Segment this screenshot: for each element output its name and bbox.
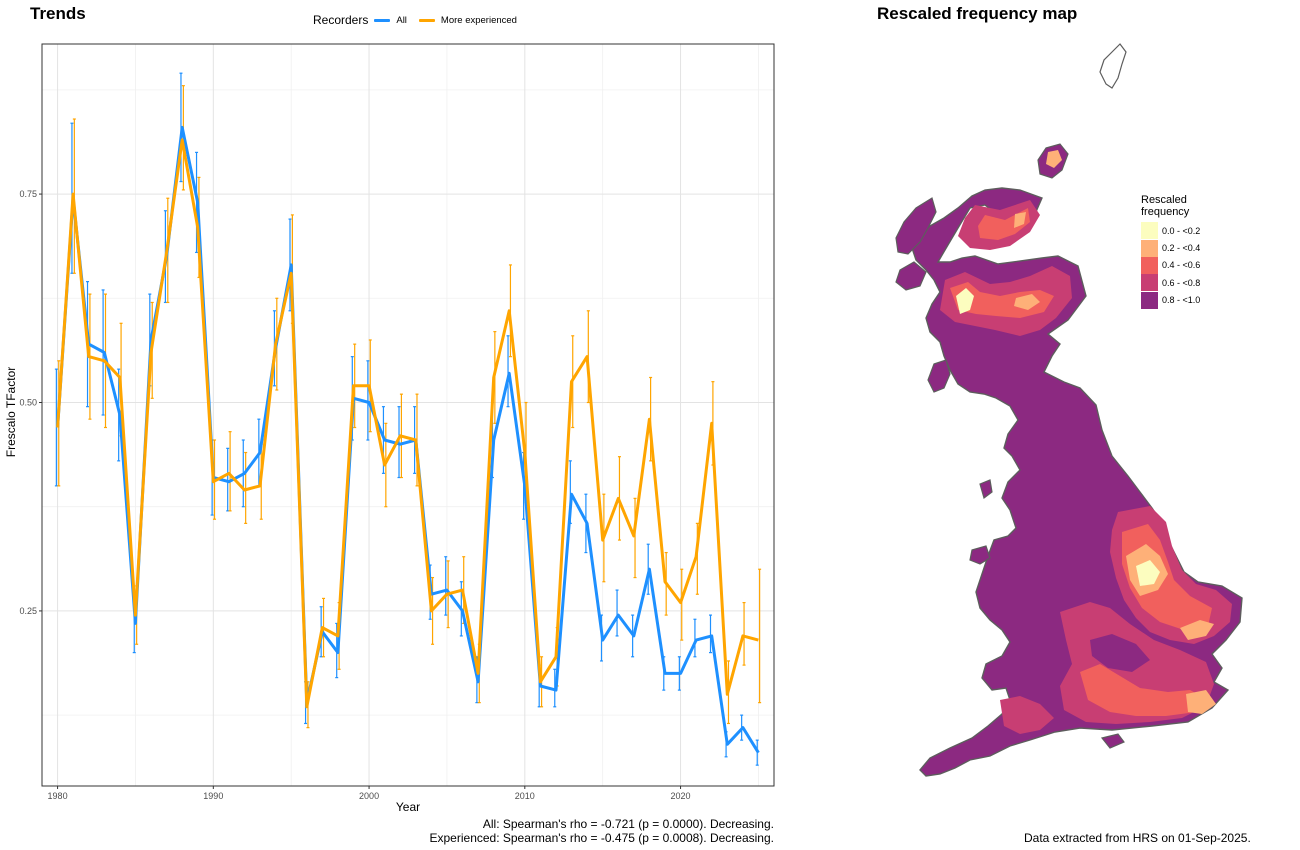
map-shetland [1099, 43, 1127, 89]
map-zone-south-east-warm [1186, 690, 1216, 714]
y-axis-label: Frescalo TFactor [4, 367, 18, 457]
x-tick-label: 1980 [48, 791, 68, 801]
x-axis-label: Year [396, 800, 420, 814]
x-tick-label: 2020 [671, 791, 691, 801]
map-zone-east-anglia-peak [1136, 560, 1160, 586]
series-line-all [56, 125, 760, 754]
map-legend-label: 0.8 - <1.0 [1162, 295, 1201, 306]
map-legend: Rescaled frequency 0.0 - <0.2 0.2 - <0.4… [1141, 194, 1200, 309]
map-zone-grampian-pale2 [1014, 294, 1040, 310]
series-line-experienced [56, 138, 759, 709]
map-zone-northwest-peak [1014, 212, 1026, 228]
map-legend-title-line2: frequency [1141, 206, 1190, 218]
map-legend-label: 0.0 - <0.2 [1162, 225, 1201, 236]
panel-border [41, 43, 775, 787]
trends-chart: 0.25 0.50 0.75 1980 1990 2000 2010 2020 Year Fr… [4, 43, 775, 814]
map-anglesey [969, 545, 991, 565]
series-lines-layer [56, 125, 760, 754]
map-isle-of-wight [1100, 733, 1125, 749]
map-legend-swatch [1141, 291, 1158, 309]
map-zone-grampian-pale [956, 288, 974, 314]
x-tick-label: 2000 [359, 791, 379, 801]
map-legend-label: 0.2 - <0.4 [1162, 243, 1201, 254]
map-legend-row: 0.2 - <0.4 [1141, 239, 1201, 257]
y-tick-label: 0.50 [19, 397, 37, 407]
x-tick-label: 1990 [203, 791, 223, 801]
legend-title: Recorders [313, 13, 369, 27]
map-legend-label: 0.6 - <0.8 [1162, 277, 1201, 288]
map-legend-label: 0.4 - <0.6 [1162, 260, 1201, 271]
map-isle-of-man [979, 479, 993, 500]
map-islay [927, 359, 951, 393]
x-tick-label: 2010 [515, 791, 535, 801]
y-tick-label: 0.75 [19, 189, 37, 199]
map-zone-south-inland [1090, 634, 1150, 672]
map-zone-south-east-hot [1080, 664, 1208, 716]
map-legend-row: 0.6 - <0.8 [1141, 274, 1201, 292]
map-legend-row: 0.0 - <0.2 [1141, 222, 1201, 240]
map-title: Rescaled frequency map [877, 4, 1078, 23]
chart-legend: Recorders All More experienced [313, 13, 517, 27]
map-legend-swatch [1141, 256, 1158, 274]
caption-experienced-spearman: Experienced: Spearman's rho = -0.475 (p … [429, 831, 775, 845]
map-legend-title: Rescaled frequency [1141, 194, 1200, 218]
map-legend-swatch [1141, 274, 1158, 292]
map-zone-southwest [1000, 696, 1054, 734]
frequency-map [895, 43, 1243, 777]
data-extracted-note: Data extracted from HRS on 01-Sep-2025. [1024, 831, 1251, 845]
map-legend-swatch [1141, 239, 1158, 257]
map-legend-row: 0.8 - <1.0 [1141, 291, 1201, 309]
error-bars-layer [54, 72, 762, 766]
legend-key-experienced [418, 18, 435, 22]
map-outer-hebrides [895, 197, 937, 255]
trends-title: Trends [30, 4, 86, 23]
map-legend-swatch [1141, 222, 1158, 240]
map-skye [895, 261, 927, 291]
legend-label-experienced: More experienced [440, 14, 517, 26]
map-zone-east-anglia-coast [1180, 620, 1214, 640]
axis-ticks-layer: 0.25 0.50 0.75 1980 1990 2000 2010 2020 [19, 189, 690, 801]
map-legend-title-line1: Rescaled [1141, 194, 1187, 206]
map-orkney-hot [1046, 150, 1062, 168]
caption-all-spearman: All: Spearman's rho = -0.721 (p = 0.0000… [482, 817, 774, 831]
map-legend-row: 0.4 - <0.6 [1141, 256, 1201, 274]
legend-label-all: All [396, 14, 407, 26]
legend-key-all [374, 18, 391, 22]
y-tick-label: 0.25 [19, 606, 37, 616]
